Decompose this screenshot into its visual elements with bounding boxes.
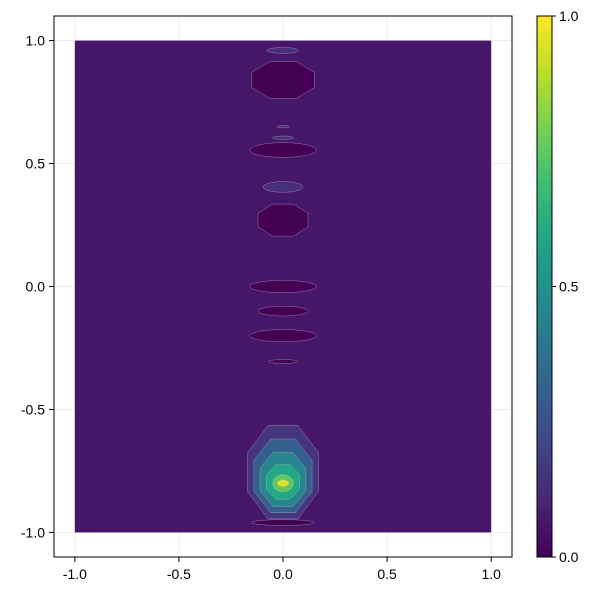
x-axis: -1.0 -0.5 0.0 0.5 1.0 <box>63 557 501 582</box>
y-tick-label: -0.5 <box>21 401 45 417</box>
contour-region-8 <box>249 280 317 293</box>
x-tick-label: 1.0 <box>481 566 501 582</box>
x-tick-label: 0.0 <box>273 566 293 582</box>
colorbar-tick-label: 0.5 <box>559 279 579 295</box>
contour-region-3 <box>276 125 290 129</box>
y-axis: 1.0 0.5 0.0 -0.5 -1.0 <box>21 33 54 540</box>
contour-region-12 <box>251 519 315 526</box>
contour-regions <box>247 47 319 526</box>
contour-region-7 <box>257 203 309 237</box>
contour-region-5 <box>249 142 317 158</box>
y-tick-label: 0.5 <box>26 156 46 172</box>
y-tick-label: 0.0 <box>26 279 46 295</box>
colorbar: 1.0 0.5 0.0 <box>536 8 579 565</box>
contour-region-6 <box>262 181 304 193</box>
y-tick-label: 1.0 <box>26 33 46 49</box>
x-tick-label: -0.5 <box>167 566 191 582</box>
colorbar-tick-label: 0.0 <box>559 549 579 565</box>
contour-region-11 <box>268 359 298 364</box>
contour-region-9 <box>257 305 309 317</box>
colorbar-gradient <box>536 15 553 558</box>
x-tick-label: -1.0 <box>63 566 87 582</box>
contour-region-4 <box>272 135 294 140</box>
y-tick-label: -1.0 <box>21 524 45 540</box>
x-tick-label: 0.5 <box>377 566 397 582</box>
colorbar-tick-label: 1.0 <box>559 8 579 24</box>
contour-region-10 <box>249 329 317 343</box>
contour-region-2 <box>251 61 315 99</box>
contour-region-1 <box>267 47 299 54</box>
colorbar-ticks: 1.0 0.5 0.0 <box>552 8 579 565</box>
contour-region-18 <box>276 479 290 487</box>
